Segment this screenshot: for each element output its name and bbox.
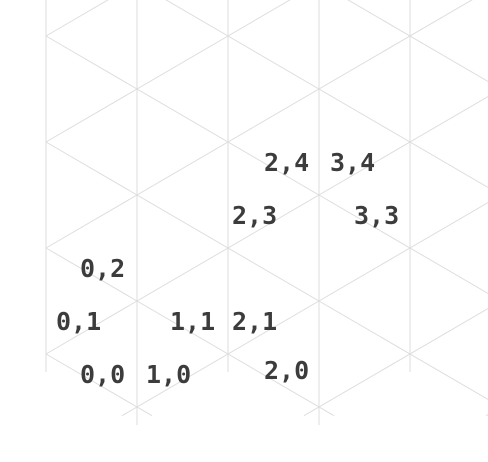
cell-label: 0,1 (56, 307, 101, 336)
cell-label: 3,3 (354, 201, 399, 230)
cell-label: 2,3 (232, 201, 277, 230)
cell-label: 2,1 (232, 307, 277, 336)
grid-lines (45, 0, 488, 425)
grid-diagonal-up (45, 95, 488, 355)
grid-diagonal-down (45, 353, 153, 417)
grid-diagonal-up (45, 0, 109, 37)
grid-diagonal-down (45, 141, 488, 401)
cell-label: 2,0 (264, 356, 309, 385)
grid-diagonal-down (45, 35, 488, 295)
cell-label: 1,1 (170, 307, 215, 336)
cell-label: 3,4 (330, 148, 375, 177)
grid-diagonal-up (45, 0, 473, 249)
grid-diagonal-down (428, 0, 488, 5)
grid-diagonal-up (45, 0, 291, 143)
cell-label: 0,2 (80, 254, 125, 283)
grid-diagonal-down (45, 247, 335, 417)
grid-diagonal-down (165, 0, 488, 189)
grid-diagonal-up (121, 201, 488, 417)
cell-labels: 0,0 1,0 2,0 0,1 1,1 2,1 0,2 2,3 3,3 2,4 3,4 (56, 148, 399, 389)
cell-label: 1,0 (146, 360, 191, 389)
cell-label: 0,0 (80, 360, 125, 389)
cell-label: 2,4 (264, 148, 309, 177)
grid-diagonal-down (347, 0, 488, 83)
grid-diagonal-up (303, 307, 488, 417)
